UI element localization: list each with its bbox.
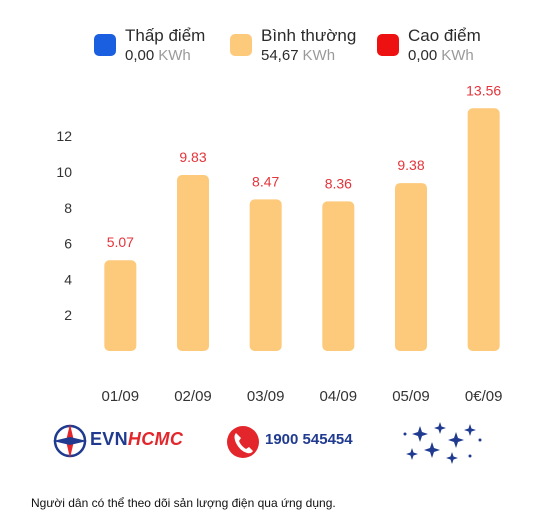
bar-0409 <box>322 201 355 351</box>
y-tick-label: 4 <box>64 271 72 287</box>
legend-swatch-normal <box>230 34 252 56</box>
legend-label: Thấp điểm <box>125 26 206 45</box>
evn-text: EVN <box>90 429 128 449</box>
bar-0109 <box>104 260 137 351</box>
bar-0509 <box>395 183 427 351</box>
y-tick-label: 6 <box>64 236 72 252</box>
bar-009 <box>467 108 500 351</box>
bar-chart: 2 4 6 8 10 12 5.07 01/09 9.83 02/09 8.47 03/09 8.36 0… <box>56 82 503 405</box>
legend-normal: Bình thường 54,67 KWh <box>230 26 356 66</box>
hcmc-text: HCMC <box>127 429 184 449</box>
legend-low: Thấp điểm 0,00 KWh <box>94 26 205 66</box>
evn-logo-icon <box>53 424 87 458</box>
footer-logos <box>53 422 482 464</box>
x-tick-label: 03/09 <box>247 388 285 405</box>
data-label: 9.83 <box>179 149 206 165</box>
legend-unit: KWh <box>158 47 191 64</box>
data-label: 9.38 <box>397 157 424 173</box>
legend-value: 0,00 <box>408 47 438 64</box>
legend-unit: KWh <box>302 47 336 64</box>
data-label: 8.47 <box>252 173 279 189</box>
bar-0209 <box>177 175 209 351</box>
legend-unit: KWh <box>441 47 474 64</box>
sparkle-pattern-icon <box>403 422 482 464</box>
y-tick-label: 10 <box>56 164 72 180</box>
y-tick-label: 12 <box>56 128 72 144</box>
legend-label: Bình thường <box>261 26 357 45</box>
data-label: 5.07 <box>107 234 134 250</box>
y-tick-label: 8 <box>64 200 72 216</box>
legend-swatch-peak <box>377 34 399 56</box>
x-tick-label: 01/09 <box>102 388 140 405</box>
data-label: 13.56 <box>466 82 501 98</box>
phone-icon <box>227 426 259 458</box>
x-tick-label: 04/09 <box>320 388 358 405</box>
hotline-number: 1900 545454 <box>265 431 353 448</box>
x-tick-label: 05/09 <box>392 388 430 405</box>
bar-0309 <box>249 199 282 351</box>
caption: Người dân có thể theo dõi sản lượng điện… <box>31 496 336 510</box>
y-tick-label: 2 <box>64 307 72 323</box>
legend-value: 54,67 <box>261 47 299 64</box>
legend-swatch-low <box>94 34 116 56</box>
x-tick-label: 0€/09 <box>465 388 503 405</box>
data-label: 8.36 <box>325 175 352 191</box>
legend-peak: Cao điểm 0,00 KWh <box>377 26 481 66</box>
legend-value: 0,00 <box>125 47 155 64</box>
legend-label: Cao điểm <box>408 26 481 45</box>
x-tick-label: 02/09 <box>174 388 212 405</box>
evn-hcmc-logo-text: EVNHCMC <box>90 429 183 450</box>
